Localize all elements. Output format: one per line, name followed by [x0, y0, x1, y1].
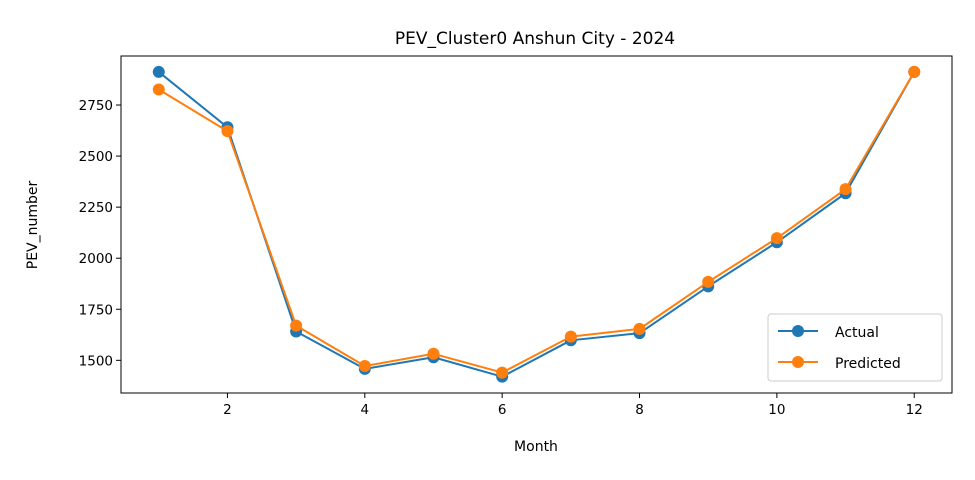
x-axis-label: Month [514, 439, 558, 455]
series-predicted-point [770, 232, 783, 245]
series-layer [152, 65, 921, 383]
series-predicted-point [839, 183, 852, 196]
legend-predicted-label: Predicted [835, 356, 901, 372]
y-tick-label: 1750 [79, 302, 113, 318]
x-tick-label: 4 [361, 402, 370, 418]
series-predicted-line [158, 71, 916, 374]
y-tick-label: 2250 [79, 200, 113, 216]
y-axis: 1500 1750 2000 2250 2500 2750 [79, 98, 121, 369]
series-predicted-point [221, 125, 234, 138]
plot-frame [120, 55, 953, 394]
series-actual-point [152, 65, 165, 78]
series-predicted-point [290, 319, 303, 332]
y-tick-label: 2000 [79, 251, 113, 267]
chart-title: PEV_Cluster0 Anshun City - 2024 [395, 29, 675, 49]
series-predicted [152, 65, 921, 379]
series-predicted-point [358, 360, 371, 373]
series-predicted-point [908, 65, 921, 78]
series-predicted-point [496, 366, 509, 379]
series-predicted-point [564, 330, 577, 343]
x-tick-label: 6 [498, 402, 507, 418]
legend: Actual Predicted [767, 313, 943, 382]
legend-actual-label: Actual [835, 325, 879, 341]
x-axis: 2 4 6 8 10 12 [223, 393, 923, 418]
series-predicted-point [633, 322, 646, 335]
x-tick-label: 2 [223, 402, 232, 418]
plot-area [120, 55, 953, 394]
y-tick-label: 2500 [79, 149, 113, 165]
series-actual-line [158, 71, 916, 378]
series-predicted-point [427, 347, 440, 360]
x-tick-label: 8 [635, 402, 644, 418]
x-tick-label: 12 [906, 402, 923, 418]
series-predicted-point [152, 83, 165, 96]
legend-predicted-marker [792, 356, 804, 368]
legend-actual-marker [792, 325, 804, 337]
y-tick-label: 1500 [79, 353, 113, 369]
series-predicted-point [702, 275, 715, 288]
y-axis-label: PEV_number [25, 181, 41, 270]
y-tick-label: 2750 [79, 98, 113, 114]
x-tick-label: 10 [768, 402, 785, 418]
